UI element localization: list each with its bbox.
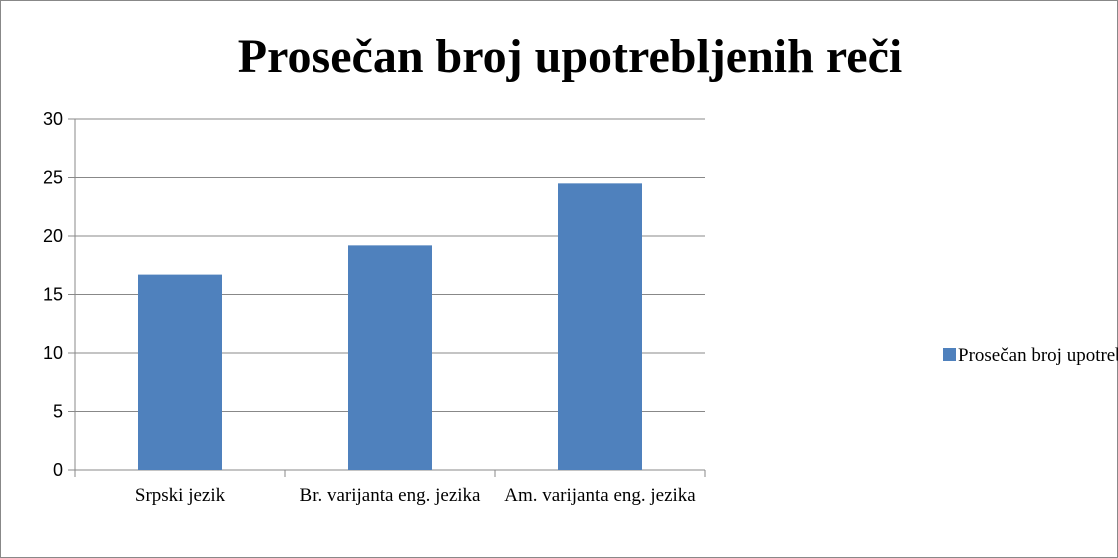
y-tick-label: 30	[43, 109, 63, 129]
bar	[138, 274, 222, 470]
bar	[348, 245, 432, 470]
y-tick-label: 20	[43, 226, 63, 246]
y-tick-label: 15	[43, 285, 63, 305]
y-tick-label: 10	[43, 343, 63, 363]
legend-label: Prosečan broj upotrebljenih reči	[958, 345, 1118, 366]
y-tick-label: 25	[43, 168, 63, 188]
legend-swatch	[943, 348, 956, 361]
bar	[558, 183, 642, 470]
x-tick-label: Am. varijanta eng. jezika	[504, 485, 696, 506]
x-tick-label: Srpski jezik	[134, 485, 226, 506]
x-tick-label: Br. varijanta eng. jezika	[299, 485, 481, 506]
y-tick-label: 5	[53, 402, 63, 422]
y-tick-label: 0	[53, 460, 63, 480]
chart-title: Prosečan broj upotrebljenih reči	[238, 30, 902, 83]
